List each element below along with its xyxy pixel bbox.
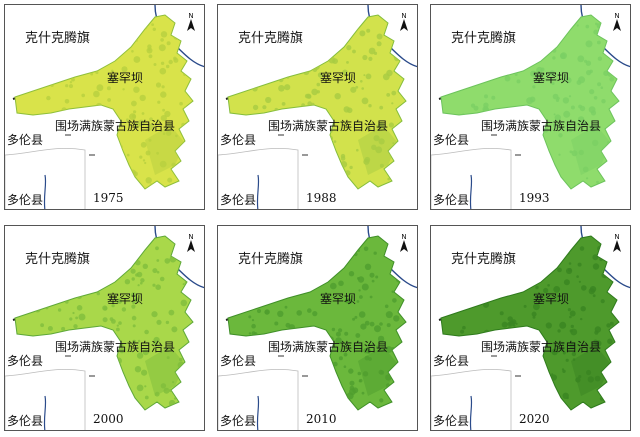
year-label: 1988	[306, 191, 337, 205]
north-arrow-icon: N	[610, 232, 624, 258]
north-label: N	[401, 233, 406, 241]
forest-map	[5, 5, 204, 209]
duolun-label-lower: 多伦县	[7, 193, 44, 207]
banner-label: 克什克腾旗	[238, 252, 304, 267]
duolun-label-upper: 多伦县	[220, 354, 257, 368]
banner-label: 克什克腾旗	[451, 252, 517, 267]
north-arrow-icon: N	[610, 11, 624, 37]
duolun-label-upper: 多伦县	[7, 133, 44, 147]
north-label: N	[188, 12, 193, 20]
duolun-label-upper: 多伦县	[433, 133, 470, 147]
north-label: N	[614, 12, 619, 20]
dam-label: 塞罕坝	[320, 71, 357, 85]
duolun-label-upper: 多伦县	[433, 354, 470, 368]
map-panel-1988: N 克什克腾旗 塞罕坝 围场满族蒙古族自治县 多伦县 多伦县 1988	[217, 4, 418, 210]
banner-label: 克什克腾旗	[238, 31, 304, 46]
dam-label: 塞罕坝	[533, 292, 570, 306]
duolun-label-upper: 多伦县	[220, 133, 257, 147]
forest-map	[5, 226, 204, 430]
year-label: 1993	[519, 191, 550, 205]
north-arrow-icon: N	[397, 11, 411, 37]
map-panel-1993: N 克什克腾旗 塞罕坝 围场满族蒙古族自治县 多伦县 多伦县 1993	[430, 4, 631, 210]
north-arrow-icon: N	[184, 232, 198, 258]
county-label: 围场满族蒙古族自治县	[55, 119, 176, 133]
north-label: N	[188, 233, 193, 241]
duolun-label-lower: 多伦县	[433, 193, 470, 207]
year-label: 2020	[519, 412, 550, 426]
map-panel-1975: N 克什克腾旗 塞罕坝 围场满族蒙古族自治县 多伦县 多伦县 1975	[4, 4, 205, 210]
forest-map	[218, 5, 417, 209]
forest-map	[431, 226, 630, 430]
dam-label: 塞罕坝	[320, 292, 357, 306]
forest-map	[431, 5, 630, 209]
county-label: 围场满族蒙古族自治县	[55, 340, 176, 354]
north-label: N	[614, 233, 619, 241]
banner-label: 克什克腾旗	[451, 31, 517, 46]
dam-label: 塞罕坝	[533, 71, 570, 85]
banner-label: 克什克腾旗	[25, 31, 91, 46]
duolun-label-lower: 多伦县	[433, 414, 470, 428]
map-panel-2010: N 克什克腾旗 塞罕坝 围场满族蒙古族自治县 多伦县 多伦县 2010	[217, 225, 418, 431]
county-label: 围场满族蒙古族自治县	[481, 340, 602, 354]
year-label: 1975	[93, 191, 124, 205]
duolun-label-lower: 多伦县	[220, 193, 257, 207]
north-arrow-icon: N	[184, 11, 198, 37]
dam-label: 塞罕坝	[107, 71, 144, 85]
county-label: 围场满族蒙古族自治县	[268, 119, 389, 133]
duolun-label-lower: 多伦县	[220, 414, 257, 428]
county-label: 围场满族蒙古族自治县	[481, 119, 602, 133]
county-label: 围场满族蒙古族自治县	[268, 340, 389, 354]
year-label: 2010	[306, 412, 337, 426]
map-panel-2020: N 克什克腾旗 塞罕坝 围场满族蒙古族自治县 多伦县 多伦县 2020	[430, 225, 631, 431]
forest-map	[218, 226, 417, 430]
banner-label: 克什克腾旗	[25, 252, 91, 267]
north-arrow-icon: N	[397, 232, 411, 258]
map-panel-2000: N 克什克腾旗 塞罕坝 围场满族蒙古族自治县 多伦县 多伦县 2000	[4, 225, 205, 431]
north-label: N	[401, 12, 406, 20]
dam-label: 塞罕坝	[107, 292, 144, 306]
duolun-label-upper: 多伦县	[7, 354, 44, 368]
duolun-label-lower: 多伦县	[7, 414, 44, 428]
year-label: 2000	[93, 412, 124, 426]
